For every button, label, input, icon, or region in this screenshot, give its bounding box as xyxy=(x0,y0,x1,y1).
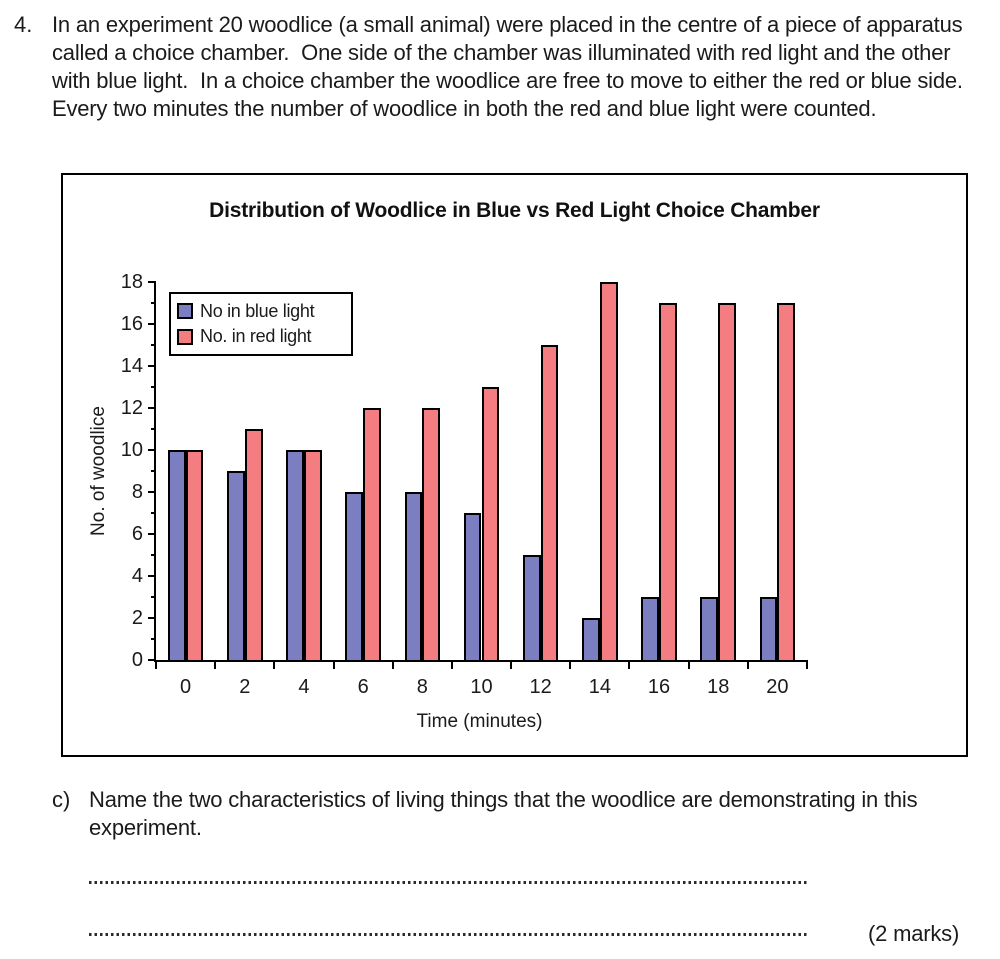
x-boundary-tick xyxy=(391,660,394,669)
x-tick-label: 8 xyxy=(416,676,428,698)
legend-label-red: No. in red light xyxy=(200,326,312,347)
x-tick-label: 12 xyxy=(529,676,552,698)
x-axis-title: Time (minutes) xyxy=(416,711,543,732)
y-major-tick xyxy=(148,407,156,409)
red-light-bar xyxy=(777,303,796,660)
x-boundary-tick xyxy=(332,660,335,669)
y-minor-tick xyxy=(151,638,156,640)
red-light-bar xyxy=(659,303,677,660)
plot-area: 0 2 4 6 8 10 12 14 16 18 0 2 4 6 8 10 12 14 16 18 20 xyxy=(121,271,808,698)
question-text: In an experiment 20 woodlice (a small an… xyxy=(52,12,975,121)
y-major-tick xyxy=(148,449,156,451)
y-tick-label: 0 xyxy=(131,649,143,671)
y-major-tick xyxy=(148,533,156,535)
x-boundary-tick xyxy=(687,660,690,669)
y-minor-tick xyxy=(151,386,156,388)
blue-light-bar xyxy=(463,513,482,660)
x-tick-label: 4 xyxy=(298,676,310,698)
x-tick-label: 0 xyxy=(180,676,192,698)
blue-light-bar xyxy=(641,597,660,660)
y-axis-title: No. of woodlice xyxy=(88,406,109,536)
x-tick-label: 18 xyxy=(707,676,730,698)
x-tick-label: 10 xyxy=(470,676,493,698)
y-major-tick xyxy=(148,575,156,577)
blue-light-bar xyxy=(759,597,778,660)
sub-question-label: c) xyxy=(52,787,71,812)
legend-label-blue: No in blue light xyxy=(200,300,315,321)
sub-question-text: Name the two characteristics of living t… xyxy=(89,787,918,840)
y-tick-label: 10 xyxy=(120,439,143,461)
question-block: 4. In an experiment 20 woodlice (a small… xyxy=(14,11,986,123)
red-light-bar xyxy=(244,429,263,660)
y-minor-tick xyxy=(151,470,156,472)
x-boundary-tick xyxy=(628,660,631,669)
x-boundary-tick xyxy=(510,660,513,669)
red-light-bar xyxy=(718,303,736,660)
marks-label: (2 marks) xyxy=(868,921,960,946)
sub-question-block: c) Name the two characteristics of livin… xyxy=(52,786,986,842)
x-boundary-tick xyxy=(273,660,276,669)
chart-legend: No in blue light No. in red light xyxy=(169,292,353,356)
y-tick-label: 18 xyxy=(120,271,143,293)
x-boundary-tick xyxy=(450,660,453,669)
y-tick-label: 6 xyxy=(131,523,143,545)
red-series-swatch xyxy=(177,328,193,345)
y-major-tick xyxy=(148,281,156,283)
blue-light-bar xyxy=(167,450,186,660)
chart-frame: Distribution of Woodlice in Blue vs Red … xyxy=(61,173,968,757)
x-boundary-tick xyxy=(155,660,157,669)
red-light-bar xyxy=(599,282,618,660)
y-tick-label: 2 xyxy=(131,607,143,629)
red-light-bar xyxy=(363,408,381,660)
x-boundary-tick xyxy=(806,660,808,669)
y-minor-tick xyxy=(151,512,156,514)
blue-light-bar xyxy=(582,618,600,660)
x-tick-label: 6 xyxy=(357,676,369,698)
x-boundary-tick xyxy=(569,660,572,669)
blue-series-swatch xyxy=(177,303,193,320)
y-major-tick xyxy=(148,323,156,325)
y-major-tick xyxy=(148,491,156,493)
y-tick-label: 14 xyxy=(120,355,143,377)
chart-title: Distribution of Woodlice in Blue vs Red … xyxy=(209,199,820,222)
question-number: 4. xyxy=(14,12,33,37)
blue-light-bar xyxy=(286,450,304,660)
blue-light-bar xyxy=(404,492,423,660)
red-light-bar xyxy=(540,345,559,660)
blue-light-bar xyxy=(345,492,364,660)
y-tick-label: 12 xyxy=(120,397,143,419)
blue-light-bar xyxy=(522,555,541,660)
y-tick-label: 8 xyxy=(131,481,143,503)
red-light-bar xyxy=(481,387,500,660)
y-minor-tick xyxy=(151,302,156,304)
red-light-bar xyxy=(422,408,441,660)
blue-light-bar xyxy=(227,471,245,660)
answer-line-1 xyxy=(89,881,809,884)
red-light-bar xyxy=(185,450,204,660)
y-minor-tick xyxy=(151,344,156,346)
y-minor-tick xyxy=(151,428,156,430)
legend-item-red: No. in red light xyxy=(177,326,345,347)
y-major-tick xyxy=(148,365,156,367)
x-boundary-tick xyxy=(214,660,217,669)
x-tick-label: 20 xyxy=(766,676,789,698)
blue-light-bar xyxy=(700,597,719,660)
y-tick-label: 4 xyxy=(131,565,143,587)
x-boundary-tick xyxy=(746,660,749,669)
legend-item-blue: No in blue light xyxy=(177,301,345,322)
y-tick-label: 16 xyxy=(120,313,143,335)
y-minor-tick xyxy=(151,596,156,598)
x-tick-label: 2 xyxy=(239,676,251,698)
y-major-tick xyxy=(148,659,156,661)
answer-line-2 xyxy=(89,933,809,936)
y-minor-tick xyxy=(151,554,156,556)
y-major-tick xyxy=(148,617,156,619)
red-light-bar xyxy=(303,450,322,660)
x-tick-label: 16 xyxy=(647,676,671,698)
x-tick-label: 14 xyxy=(588,676,611,698)
